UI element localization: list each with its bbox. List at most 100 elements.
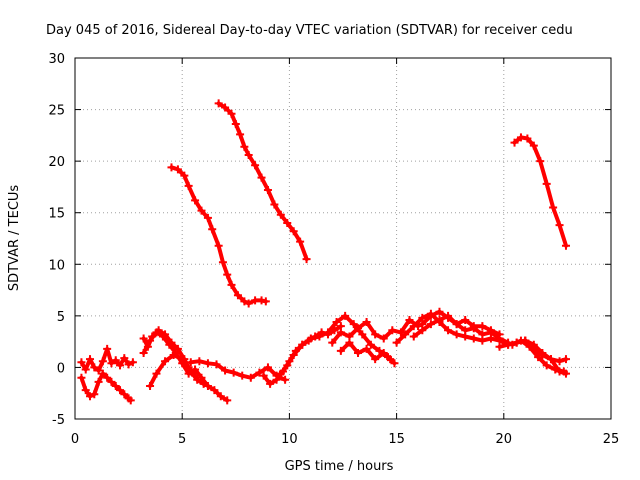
x-tick-label: 0 (71, 432, 79, 447)
data-point (90, 363, 99, 372)
data-point (261, 297, 270, 306)
data-point (549, 203, 558, 212)
data-point (214, 99, 223, 108)
data-point (328, 338, 337, 347)
data-point (251, 161, 260, 170)
data-point (401, 330, 410, 339)
data-point (180, 171, 189, 180)
data-point (107, 359, 116, 368)
data-point (542, 361, 551, 370)
data-point (529, 340, 538, 349)
data-point (212, 360, 221, 369)
data-point (461, 326, 470, 335)
data-point (236, 130, 245, 139)
series-pass-9 (186, 357, 290, 384)
data-point (103, 344, 112, 353)
x-tick-label: 15 (388, 432, 405, 447)
data-point (388, 326, 397, 335)
data-point (409, 322, 418, 331)
data-point (405, 315, 414, 324)
x-axis-label: GPS time / hours (285, 459, 394, 474)
data-point (214, 241, 223, 250)
data-point (354, 324, 363, 333)
data-point (561, 241, 570, 250)
x-tick-label: 20 (496, 432, 513, 447)
y-tick-label: 20 (48, 155, 65, 170)
series-pass-2 (214, 99, 311, 264)
data-point (302, 255, 311, 264)
data-point (103, 373, 112, 382)
data-point (210, 386, 219, 395)
data-point (392, 338, 401, 347)
data-point (418, 320, 427, 329)
data-point (546, 355, 555, 364)
data-point (240, 297, 249, 306)
series-pass-13 (336, 338, 395, 364)
data-point (362, 318, 371, 327)
data-point (107, 377, 116, 386)
data-point (379, 334, 388, 343)
data-point (478, 330, 487, 339)
y-tick-label: 0 (57, 361, 65, 376)
data-point (349, 320, 358, 329)
data-point (173, 344, 182, 353)
series-pass-16 (418, 307, 504, 339)
data-point (152, 369, 161, 378)
data-point (111, 381, 120, 390)
data-point (116, 361, 125, 370)
data-point (218, 258, 227, 267)
data-point (266, 379, 275, 388)
data-point (229, 368, 238, 377)
y-tick-label: 25 (48, 104, 65, 119)
data-point (90, 390, 99, 399)
data-point (332, 318, 341, 327)
data-point (197, 206, 206, 215)
data-point (197, 373, 206, 382)
series-pass-1 (167, 163, 270, 308)
data-point (396, 328, 405, 337)
data-point (167, 163, 176, 172)
data-point (86, 355, 95, 364)
data-point (289, 351, 298, 360)
y-tick-label: -5 (52, 413, 65, 428)
data-point (169, 351, 178, 360)
data-point (128, 358, 137, 367)
data-point (336, 328, 345, 337)
y-axis-label: SDTVAR / TECUs (7, 185, 22, 292)
data-point (98, 369, 107, 378)
data-point (139, 348, 148, 357)
data-point (555, 221, 564, 230)
data-point (124, 360, 133, 369)
data-point (255, 368, 264, 377)
data-point (495, 330, 504, 339)
data-point (263, 186, 272, 195)
data-point (77, 373, 86, 382)
data-point (158, 332, 167, 341)
data-point (191, 196, 200, 205)
series-pass-5 (77, 369, 135, 405)
data-point (341, 311, 350, 320)
data-point (452, 320, 461, 329)
data-point (257, 296, 266, 305)
data-point (354, 348, 363, 357)
data-point (555, 367, 564, 376)
data-point (81, 386, 90, 395)
data-point (186, 358, 195, 367)
series-pass-19 (521, 336, 570, 378)
data-point (152, 328, 161, 337)
data-point (435, 315, 444, 324)
series-line (411, 313, 511, 345)
data-point (94, 366, 103, 375)
data-point (184, 181, 193, 190)
data-point (165, 340, 174, 349)
data-point (223, 270, 232, 279)
data-point (240, 142, 249, 151)
data-point (259, 371, 268, 380)
data-point (358, 330, 367, 339)
data-point (536, 157, 545, 166)
data-point (426, 311, 435, 320)
data-point (116, 386, 125, 395)
data-point (534, 353, 543, 362)
data-point (379, 348, 388, 357)
